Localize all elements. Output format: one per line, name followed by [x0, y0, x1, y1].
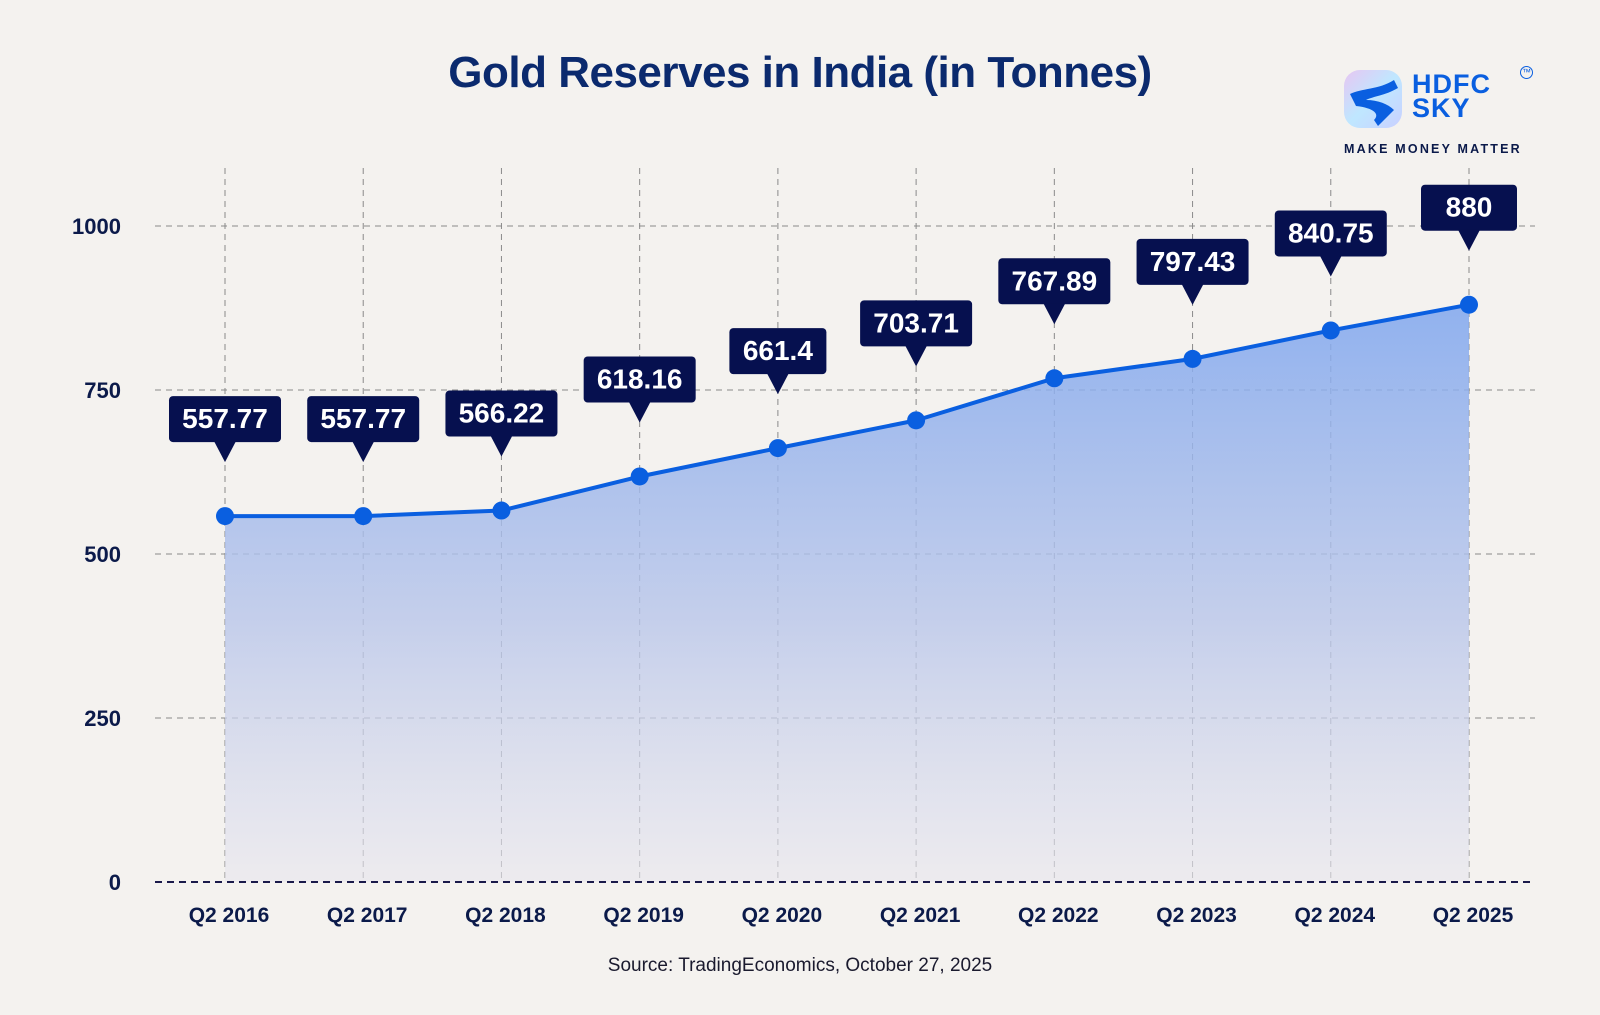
y-tick-label: 250 [84, 706, 121, 731]
label-layer: 557.77 557.77 566.22 618.16 661.4 703.71 767.8… [169, 184, 1517, 463]
data-point [1460, 295, 1478, 314]
data-label-text: 880 [1446, 192, 1493, 223]
data-label-pointer [766, 373, 789, 395]
x-tick-label: Q2 2020 [742, 904, 823, 927]
data-label-text: 557.77 [320, 403, 406, 434]
hdfc-sky-logo: HDFC SKY ™ MAKE MONEY MATTER [1340, 66, 1540, 168]
data-label-text: 797.43 [1150, 246, 1236, 277]
series-line-segment [1190, 328, 1333, 361]
series-line-segment [361, 508, 504, 519]
data-label-box [169, 396, 281, 443]
data-label: 703.71 [860, 300, 973, 367]
y-tick-label: 750 [84, 378, 121, 403]
data-label-pointer [905, 345, 928, 367]
data-label-text: 661.4 [743, 335, 813, 366]
data-label-box [998, 258, 1111, 305]
data-point [216, 507, 234, 526]
x-tick-label: Q2 2025 [1433, 904, 1514, 927]
x-tick-label: Q2 2022 [1018, 904, 1099, 927]
data-label: 566.22 [445, 390, 558, 457]
trademark-icon: ™ [1520, 66, 1533, 79]
area-layer [225, 304, 1469, 883]
data-label: 618.16 [583, 356, 696, 423]
data-label-text: 566.22 [459, 398, 545, 429]
brand-name-line1: HDFC [1412, 69, 1491, 99]
area-fill [225, 304, 1469, 883]
data-label-pointer [214, 441, 236, 463]
data-label: 840.75 [1274, 210, 1387, 277]
data-label-pointer [1181, 283, 1204, 305]
data-point [768, 439, 787, 458]
data-label: 880 [1421, 184, 1517, 251]
data-label-pointer [352, 441, 375, 463]
hdfc-sky-logo-icon [1344, 70, 1402, 128]
data-label-pointer [1458, 229, 1480, 251]
series-line-segment [775, 418, 919, 451]
data-label-text: 703.71 [873, 307, 959, 338]
data-label-box [583, 356, 696, 403]
x-tick-label: Q2 2023 [1156, 904, 1237, 927]
data-label-pointer [1043, 303, 1066, 325]
data-label-box [1136, 238, 1249, 285]
data-label: 767.89 [998, 258, 1111, 325]
data-label: 661.4 [729, 328, 827, 395]
data-label-text: 557.77 [182, 403, 268, 434]
data-label-box [1421, 184, 1517, 231]
source-note: Source: TradingEconomics, October 27, 20… [607, 955, 993, 976]
y-tick-label: 0 [109, 870, 121, 895]
data-label-box [729, 328, 827, 375]
data-label-box [860, 300, 973, 347]
y-tick-label: 500 [84, 542, 121, 567]
data-label-text: 840.75 [1288, 217, 1374, 248]
x-tick-label: Q2 2024 [1294, 904, 1375, 927]
line-layer [216, 295, 1478, 526]
x-tick-label: Q2 2017 [327, 904, 408, 927]
brand-tagline: MAKE MONEY MATTER [1344, 142, 1522, 156]
data-label: 557.77 [169, 396, 281, 463]
data-label-pointer [490, 435, 513, 457]
series-line-segment [1052, 356, 1195, 381]
series-line-segment [914, 376, 1057, 423]
data-point [492, 501, 511, 520]
data-label-text: 618.16 [597, 363, 683, 394]
data-label-box [307, 396, 420, 443]
data-label: 557.77 [307, 396, 420, 463]
chart-title: Gold Reserves in India (in Tonnes) [448, 48, 1152, 97]
x-tick-label: Q2 2018 [465, 904, 546, 927]
brand-name-line2: SKY [1412, 93, 1471, 123]
series-line-segment [1328, 302, 1471, 333]
x-tick-label: Q2 2019 [603, 904, 684, 927]
data-point [1045, 369, 1064, 388]
x-tick-label: Q2 2021 [880, 904, 961, 927]
data-label-pointer [628, 401, 651, 423]
data-label-box [445, 390, 558, 437]
axis-layer: 0 250 500 750 1000 Q2 2016 Q2 2017 Q2 2018 Q2 20… [72, 214, 1535, 927]
data-point [1183, 349, 1202, 368]
series-line-segment [637, 446, 780, 479]
series-line-segment [499, 474, 642, 513]
data-point [907, 411, 926, 430]
data-point [354, 507, 373, 526]
data-point [1321, 321, 1340, 340]
data-point [630, 467, 649, 486]
y-tick-label: 1000 [72, 214, 121, 239]
data-label-text: 767.89 [1012, 265, 1098, 296]
data-label-box [1274, 210, 1387, 257]
data-label: 797.43 [1136, 238, 1249, 305]
x-tick-label: Q2 2016 [189, 904, 270, 927]
data-label-pointer [1319, 255, 1342, 277]
